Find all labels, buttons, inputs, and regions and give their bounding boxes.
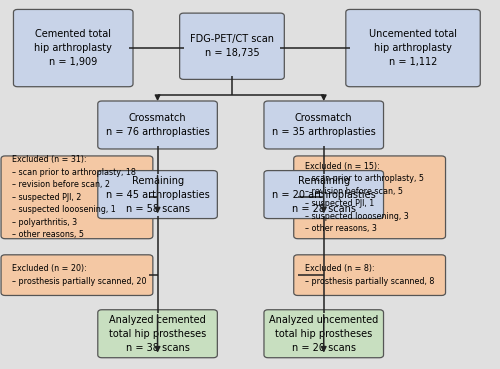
FancyBboxPatch shape bbox=[98, 101, 218, 149]
Text: Uncemented total
hip arthroplasty
n = 1,112: Uncemented total hip arthroplasty n = 1,… bbox=[369, 29, 457, 67]
Text: Excluded (n = 8):
– prosthesis partially scanned, 8: Excluded (n = 8): – prosthesis partially… bbox=[305, 265, 434, 286]
Text: Excluded (n = 31):
– scan prior to arthroplasty, 18
– revision before scan, 2
– : Excluded (n = 31): – scan prior to arthr… bbox=[12, 155, 136, 239]
Text: Analyzed uncemented
total hip prostheses
n = 20 scans: Analyzed uncemented total hip prostheses… bbox=[269, 315, 378, 353]
Text: Excluded (n = 20):
– prosthesis partially scanned, 20: Excluded (n = 20): – prosthesis partiall… bbox=[12, 265, 147, 286]
FancyBboxPatch shape bbox=[264, 170, 384, 218]
Text: Cemented total
hip arthroplasty
n = 1,909: Cemented total hip arthroplasty n = 1,90… bbox=[34, 29, 112, 67]
Text: Remaining
n = 20 arthroplasties
n = 28 scans: Remaining n = 20 arthroplasties n = 28 s… bbox=[272, 176, 376, 214]
Text: Analyzed cemented
total hip prostheses
n = 38 scans: Analyzed cemented total hip prostheses n… bbox=[109, 315, 206, 353]
Text: FDG-PET/CT scan
n = 18,735: FDG-PET/CT scan n = 18,735 bbox=[190, 34, 274, 58]
FancyBboxPatch shape bbox=[98, 170, 218, 218]
FancyBboxPatch shape bbox=[180, 13, 284, 79]
Text: Excluded (n = 15):
– scan prior to arthroplasty, 5
– revision before scan, 5
– s: Excluded (n = 15): – scan prior to arthr… bbox=[305, 162, 424, 233]
Text: Crossmatch
n = 35 arthroplasties: Crossmatch n = 35 arthroplasties bbox=[272, 113, 376, 137]
Text: Crossmatch
n = 76 arthroplasties: Crossmatch n = 76 arthroplasties bbox=[106, 113, 210, 137]
FancyBboxPatch shape bbox=[264, 310, 384, 358]
FancyBboxPatch shape bbox=[346, 10, 480, 87]
FancyBboxPatch shape bbox=[1, 255, 153, 296]
FancyBboxPatch shape bbox=[294, 255, 446, 296]
FancyBboxPatch shape bbox=[98, 310, 218, 358]
Text: Remaining
n = 45 arthroplasties
n = 58 scans: Remaining n = 45 arthroplasties n = 58 s… bbox=[106, 176, 210, 214]
FancyBboxPatch shape bbox=[294, 156, 446, 239]
FancyBboxPatch shape bbox=[14, 10, 133, 87]
FancyBboxPatch shape bbox=[1, 156, 153, 239]
FancyBboxPatch shape bbox=[264, 101, 384, 149]
